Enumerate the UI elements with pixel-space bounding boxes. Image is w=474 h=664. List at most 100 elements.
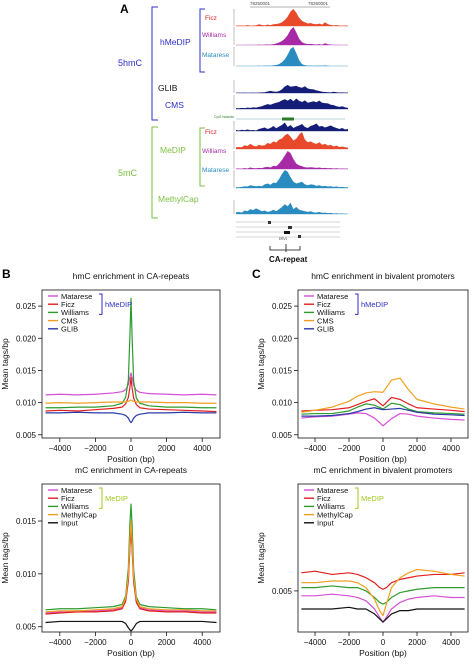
y-axis-label: Mean tags/bp	[256, 532, 266, 584]
legend-bracket	[99, 487, 103, 509]
y-axis-label: Mean tags/bp	[0, 532, 10, 584]
series-line-williams	[45, 297, 217, 409]
label-cms: CMS	[165, 100, 184, 110]
y-tick-label: 0.020	[16, 334, 37, 343]
bracket-5hmc	[151, 6, 158, 121]
x-tick-label: −2000	[338, 444, 361, 453]
coord-left: 78250001	[250, 1, 271, 6]
x-tick-label: 2000	[158, 444, 176, 453]
legend-label: CMS	[317, 316, 334, 325]
series-line-ficz	[45, 528, 217, 615]
legend-label: Matarese	[317, 486, 348, 495]
legend-label: Williams	[317, 308, 345, 317]
y-tick-label: 0.025	[16, 302, 37, 311]
track-ficz-hmedip	[236, 9, 348, 26]
x-tick-label: −4000	[304, 638, 327, 647]
legend-label: MethylCap	[317, 510, 353, 519]
x-axis-label: Position (bp)	[359, 454, 407, 464]
x-tick-label: 4000	[442, 444, 460, 453]
track-williams-hmedip	[236, 27, 348, 45]
x-tick-label: 2000	[408, 444, 426, 453]
panel-c-letter: C	[252, 267, 261, 281]
y-axis-label: Mean tags/bp	[256, 338, 266, 390]
repeat-tracks: ERV1	[236, 221, 340, 241]
chart-title: hmC enrichment in bivalent promoters	[311, 271, 455, 281]
x-tick-label: 0	[381, 638, 386, 647]
x-tick-label: −4000	[304, 444, 327, 453]
legend-label: GLIB	[61, 325, 78, 334]
x-tick-label: 0	[129, 444, 134, 453]
track-label-ficz-2: Ficz	[205, 129, 217, 136]
x-tick-label: −2000	[338, 638, 361, 647]
svg-text:ERV1: ERV1	[279, 237, 287, 241]
x-tick-label: −4000	[49, 638, 72, 647]
legend-label: Ficz	[61, 300, 75, 309]
series-line-glib	[301, 407, 465, 417]
label-ca-repeat: CA-repeat	[269, 255, 308, 264]
track-label-williams-1: Williams	[202, 32, 227, 39]
legend-label: CMS	[61, 316, 78, 325]
chart-title: hmC enrichment in CA-repeats	[73, 271, 190, 281]
bracket-medip	[199, 127, 205, 187]
legend-label: Williams	[61, 502, 89, 511]
chart-title: mC enrichment in bivalent promoters	[314, 465, 453, 475]
legend-label: Input	[61, 519, 79, 528]
x-axis-label: Position (bp)	[107, 454, 155, 464]
cpg-label: CpG Islands	[214, 115, 234, 119]
label-medip: MeDIP	[160, 145, 186, 155]
legend-bracket	[355, 293, 359, 315]
legend-bracket	[355, 487, 359, 509]
legend-label: Williams	[61, 308, 89, 317]
panel-a: A 78250001 78260001 5hmC hMeDIP GLIB CMS…	[118, 1, 348, 264]
x-tick-label: −4000	[49, 444, 72, 453]
y-tick-label: 0.010	[16, 570, 37, 579]
y-tick-label: 0.010	[16, 399, 37, 408]
y-tick-label: 0.005	[16, 431, 37, 440]
series-line-input	[301, 606, 465, 623]
x-tick-label: 4000	[442, 638, 460, 647]
y-tick-label: 0.015	[272, 366, 293, 375]
legend-bracket-label: MeDIP	[361, 494, 384, 503]
chart-hmc-ca-repeats: hmC enrichment in CA-repeats −4000 −2000 0 2…	[0, 271, 221, 464]
x-tick-label: 2000	[408, 638, 426, 647]
series-line-matarese	[45, 372, 217, 396]
series-line-williams	[301, 402, 465, 415]
legend-label: GLIB	[317, 325, 334, 334]
x-tick-label: −2000	[84, 444, 107, 453]
chart-mc-ca-repeats: mC enrichment in CA-repeats −4000 −2000 0 20…	[0, 465, 221, 658]
series-line-matarese	[301, 412, 465, 427]
x-tick-label: 0	[129, 638, 134, 647]
label-5hmc: 5hmC	[118, 58, 143, 68]
y-tick-label: 0.025	[272, 302, 293, 311]
y-tick-label: 0.015	[16, 517, 37, 526]
y-tick-label: 0.005	[272, 431, 293, 440]
label-5mc: 5mC	[118, 168, 138, 178]
track-label-williams-2: Williams	[202, 148, 227, 155]
chart-hmc-bivalent-promoters: hmC enrichment in bivalent promoters −400…	[256, 271, 469, 464]
legend-bracket-label: MeDIP	[105, 494, 128, 503]
track-matarese-hmedip	[236, 47, 348, 66]
track-glib	[236, 84, 348, 93]
bracket-hmedip	[199, 8, 205, 73]
track-matarese-medip	[236, 170, 348, 188]
series-line-williams	[301, 585, 465, 605]
coord-right: 78260001	[308, 1, 329, 6]
track-williams-medip	[236, 151, 348, 169]
legend-label: Ficz	[61, 494, 75, 503]
legend-bracket-label: hMeDIP	[361, 300, 388, 309]
genome-tracks	[233, 9, 348, 215]
legend-label: MethylCap	[61, 510, 97, 519]
series-line-ficz	[45, 376, 217, 413]
series-line-williams	[45, 503, 217, 611]
x-tick-label: −2000	[84, 638, 107, 647]
y-tick-label: 0.015	[16, 366, 37, 375]
track-extra	[236, 122, 348, 131]
label-methylcap: MethylCap	[158, 194, 199, 204]
cpg-island-mark	[282, 117, 294, 121]
y-tick-label: 0.005	[16, 623, 37, 632]
series-line-ficz	[301, 396, 465, 413]
label-hmedip: hMeDIP	[160, 37, 191, 47]
x-tick-label: 0	[381, 444, 386, 453]
legend-bracket	[99, 293, 103, 315]
label-glib: GLIB	[158, 83, 178, 93]
